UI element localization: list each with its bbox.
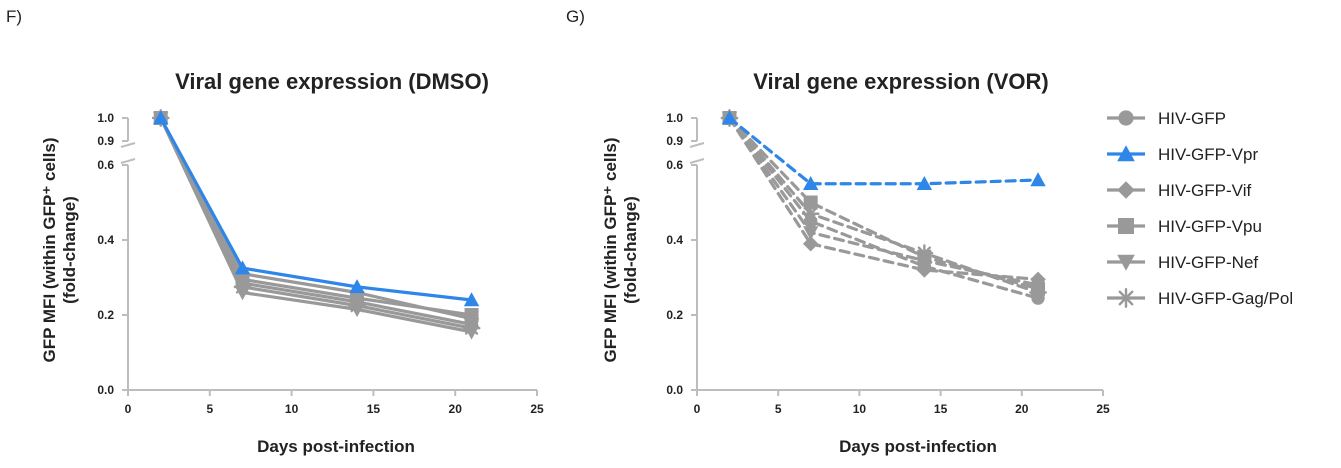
legend-label: HIV-GFP-Gag/Pol [1158,289,1293,308]
x-tick-label: 5 [206,402,213,416]
series-line [727,116,1040,295]
series-line [727,116,1040,300]
data-point [916,176,933,191]
axis-break-mark [120,158,136,164]
y-tick-label: 0.9 [666,134,683,148]
data-point [1030,172,1046,187]
x-tick-label: 10 [285,402,299,416]
data-point [234,260,251,275]
y-tick-label: 1.0 [97,111,114,125]
series-hiv-gfp-vpr [721,110,1046,191]
data-point [233,277,252,296]
series-line [159,116,474,302]
legend-label: HIV-GFP-Vpu [1158,217,1262,236]
legend-marker [1115,288,1137,308]
series-hiv-gfp-vpr [153,110,480,307]
data-point [462,319,481,338]
legend-marker [1117,145,1135,162]
series-line [159,116,474,317]
panel-label-g: G) [566,7,585,26]
data-point [802,176,819,191]
data-point [153,110,169,125]
axis-break-mark [689,142,705,148]
series-hiv-gfp-nef [721,111,1046,293]
x-tick-label: 5 [775,402,782,416]
data-point [801,204,820,223]
axes: 0 5 10 15 20 25 0.0 0.2 0.4 0.6 0.9 1.0 [666,111,1110,416]
data-point [802,226,819,241]
legend-label: HIV-GFP-Vpr [1158,145,1258,164]
legend-item-hiv-gfp-vpr: HIV-GFP-Vpr [1107,145,1258,164]
y-tick-label: 0.2 [97,308,114,322]
legend-marker [1117,254,1135,271]
x-axis-title: Days post-infection [839,437,997,456]
y-tick-label: 0.0 [666,383,683,397]
series-hiv-gfp-vpu [153,111,479,322]
legend-item-hiv-gfp-vpu: HIV-GFP-Vpu [1107,217,1262,236]
y-tick-label: 0.2 [666,308,683,322]
series-line [727,116,1040,186]
x-tick-label: 15 [367,402,381,416]
panel-label-f: F) [6,7,22,26]
x-tick-label: 25 [530,402,544,416]
legend-item-hiv-gfp-vif: HIV-GFP-Vif [1107,181,1251,200]
legend-label: HIV-GFP [1158,109,1226,128]
x-tick-label: 20 [1015,402,1029,416]
data-point [803,195,818,210]
axis-break-mark [689,158,705,164]
data-point [916,262,933,278]
series-hiv-gfp-vif [721,110,1046,288]
data-point [463,292,480,307]
chart-title: Viral gene expression (DMSO) [175,69,489,94]
chart-vor: Viral gene expression (VOR) Days post-in… [601,69,1110,456]
y-tick-label: 0.6 [666,158,683,172]
legend-marker [1118,218,1134,234]
y-axis-title: GFP MFI (within GFP⁺ cells) [40,138,59,363]
x-tick-label: 15 [934,402,948,416]
data-point [348,296,366,315]
y-axis-title-line2: (fold-change) [621,196,640,304]
legend: HIV-GFP HIV-GFP-Vpr HIV-GFP-Vif HIV-GFP-Vpu… [1107,109,1293,308]
x-axis-title: Days post-infection [257,437,415,456]
legend-marker [1118,110,1134,126]
axis-break-mark [120,142,136,148]
series-hiv-gfp-vpu [722,111,1046,296]
chart-title: Viral gene expression (VOR) [753,69,1048,94]
y-tick-label: 0.0 [97,383,114,397]
legend-item-hiv-gfp-gag-pol: HIV-GFP-Gag/Pol [1107,288,1293,308]
y-tick-label: 0.6 [97,158,114,172]
legend-marker [1117,181,1135,199]
legend-label: HIV-GFP-Nef [1158,253,1258,272]
x-tick-label: 0 [694,402,701,416]
series-line [159,116,474,330]
series-line [727,116,1040,281]
y-tick-label: 0.4 [97,233,114,247]
data-point [721,110,738,125]
data-point [802,236,819,252]
y-axis-title-line2: (fold-change) [60,196,79,304]
x-tick-label: 0 [125,402,132,416]
series-line [727,116,1040,291]
legend-label: HIV-GFP-Vif [1158,181,1251,200]
data-point [1029,283,1047,302]
data-point [349,279,365,294]
y-tick-label: 0.9 [97,134,114,148]
series-hiv-gfp-nef [153,111,480,340]
axes: 0 5 10 15 20 25 0.0 0.2 0.4 0.6 0.9 1.0 [97,111,544,416]
y-tick-label: 0.4 [666,233,683,247]
y-tick-label: 1.0 [666,111,683,125]
legend-item-hiv-gfp-nef: HIV-GFP-Nef [1107,253,1258,272]
legend-item-hiv-gfp: HIV-GFP [1107,109,1226,128]
y-axis-title: GFP MFI (within GFP⁺ cells) [601,138,620,363]
x-tick-label: 20 [449,402,463,416]
series-hiv-gfp-gag-pol [720,109,1047,302]
data-point [915,244,934,263]
chart-dmso: Viral gene expression (DMSO) Days post-i… [40,69,544,456]
x-tick-label: 10 [853,402,867,416]
data-point [464,308,479,322]
x-tick-label: 25 [1096,402,1110,416]
